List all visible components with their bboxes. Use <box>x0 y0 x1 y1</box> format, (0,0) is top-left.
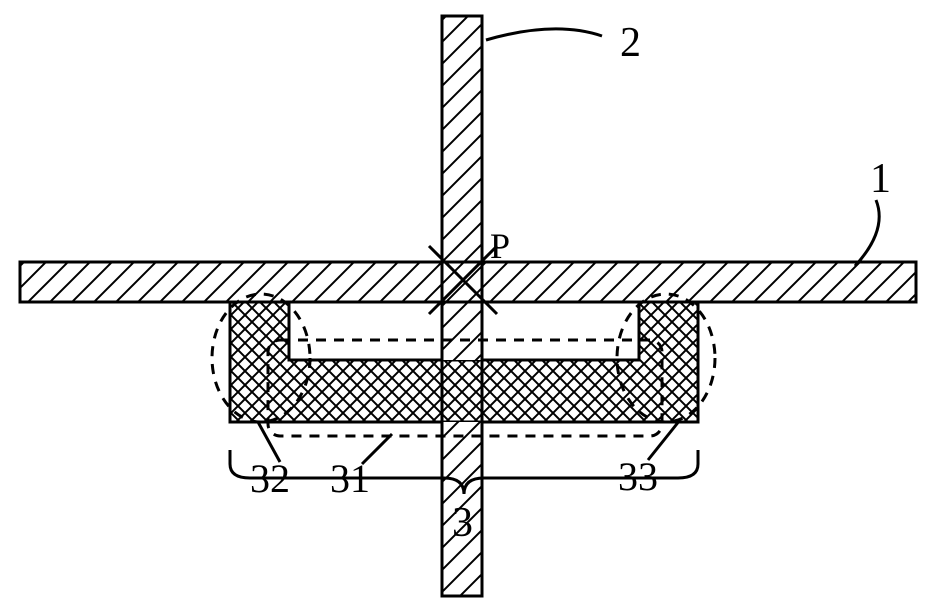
label-3: 3 <box>452 500 473 546</box>
label-31: 31 <box>330 456 370 501</box>
horizontal-bar <box>20 262 916 302</box>
label-33: 33 <box>618 454 658 499</box>
label-1: 1 <box>870 156 891 202</box>
label-p: P <box>490 226 510 266</box>
label-32: 32 <box>250 456 290 501</box>
label-2: 2 <box>620 20 641 66</box>
vertical-bar-top <box>442 16 482 262</box>
vertical-bar-bottom <box>442 302 482 596</box>
leader-2 <box>486 29 602 40</box>
leader-1 <box>855 200 879 266</box>
